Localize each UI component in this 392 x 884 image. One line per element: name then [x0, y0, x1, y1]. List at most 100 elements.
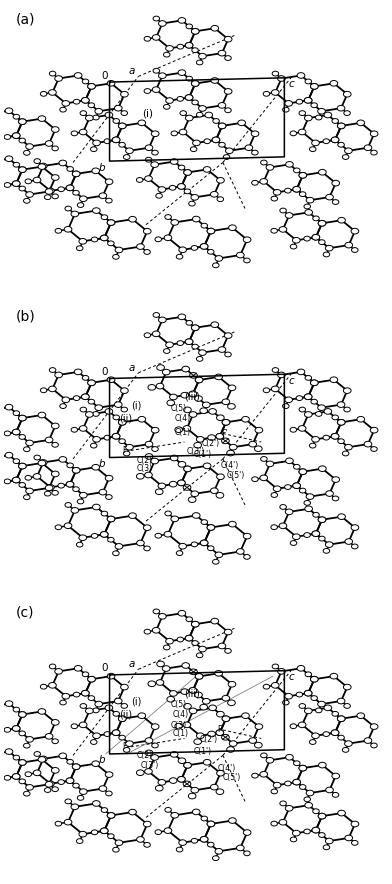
Circle shape	[191, 788, 199, 793]
Circle shape	[26, 144, 33, 149]
Circle shape	[325, 246, 333, 251]
Circle shape	[155, 237, 162, 241]
Circle shape	[152, 150, 158, 155]
Circle shape	[72, 764, 80, 770]
Circle shape	[51, 767, 59, 774]
Circle shape	[121, 388, 128, 393]
Circle shape	[13, 163, 20, 167]
Circle shape	[215, 849, 223, 854]
Circle shape	[323, 435, 330, 440]
Circle shape	[207, 228, 215, 234]
Circle shape	[201, 520, 208, 524]
Circle shape	[286, 754, 293, 760]
Circle shape	[5, 156, 13, 162]
Circle shape	[144, 629, 151, 634]
Circle shape	[344, 110, 350, 116]
Circle shape	[121, 408, 127, 412]
Circle shape	[169, 481, 177, 487]
Circle shape	[280, 801, 287, 806]
Circle shape	[73, 190, 79, 195]
Circle shape	[290, 244, 297, 249]
Text: a: a	[129, 659, 135, 669]
Circle shape	[272, 72, 279, 76]
Circle shape	[203, 463, 211, 469]
Circle shape	[244, 554, 250, 560]
Circle shape	[212, 856, 219, 861]
Circle shape	[67, 463, 73, 468]
Circle shape	[306, 494, 314, 499]
Circle shape	[225, 56, 231, 60]
Circle shape	[338, 716, 345, 721]
Circle shape	[216, 433, 224, 439]
Circle shape	[332, 118, 338, 124]
Circle shape	[45, 734, 53, 739]
Text: (b): (b)	[15, 309, 35, 324]
Circle shape	[88, 84, 95, 89]
Circle shape	[189, 688, 197, 693]
Circle shape	[145, 750, 153, 756]
Circle shape	[92, 761, 100, 766]
Circle shape	[119, 142, 125, 147]
Circle shape	[66, 778, 74, 783]
Circle shape	[88, 84, 95, 89]
Circle shape	[192, 809, 200, 815]
Circle shape	[323, 732, 330, 736]
Circle shape	[164, 235, 172, 240]
Circle shape	[183, 704, 191, 709]
Circle shape	[304, 690, 312, 696]
Circle shape	[115, 248, 123, 253]
Circle shape	[332, 415, 338, 420]
Circle shape	[332, 774, 339, 779]
Circle shape	[285, 693, 292, 699]
Circle shape	[189, 391, 197, 397]
Circle shape	[224, 629, 232, 635]
Circle shape	[305, 672, 312, 677]
Circle shape	[309, 443, 316, 448]
Circle shape	[216, 730, 224, 735]
Circle shape	[171, 455, 178, 461]
Circle shape	[88, 696, 94, 700]
Circle shape	[51, 423, 59, 429]
Circle shape	[310, 676, 318, 682]
Circle shape	[33, 474, 41, 479]
Circle shape	[229, 225, 236, 231]
Circle shape	[191, 80, 199, 87]
Circle shape	[186, 76, 192, 81]
Circle shape	[225, 108, 231, 112]
Circle shape	[166, 45, 173, 51]
Circle shape	[76, 246, 83, 251]
Circle shape	[195, 377, 203, 383]
Circle shape	[337, 105, 345, 111]
Circle shape	[34, 159, 40, 164]
Circle shape	[191, 194, 199, 200]
Circle shape	[65, 206, 71, 211]
Circle shape	[312, 234, 320, 240]
Circle shape	[290, 427, 297, 432]
Circle shape	[152, 34, 160, 41]
Text: a: a	[129, 362, 135, 373]
Circle shape	[331, 433, 339, 439]
Circle shape	[211, 784, 218, 790]
Circle shape	[318, 813, 326, 819]
Circle shape	[136, 836, 144, 842]
Circle shape	[185, 636, 193, 641]
Circle shape	[129, 809, 136, 815]
Circle shape	[113, 551, 119, 556]
Circle shape	[331, 433, 339, 439]
Circle shape	[292, 238, 300, 243]
Circle shape	[263, 388, 270, 392]
Circle shape	[345, 242, 352, 248]
Circle shape	[136, 474, 144, 479]
Circle shape	[49, 664, 56, 669]
Circle shape	[45, 141, 53, 146]
Circle shape	[331, 730, 339, 735]
Circle shape	[278, 668, 285, 674]
Circle shape	[65, 503, 71, 507]
Circle shape	[279, 523, 287, 529]
Circle shape	[191, 28, 199, 34]
Circle shape	[152, 87, 160, 93]
Circle shape	[77, 499, 84, 504]
Circle shape	[13, 430, 20, 435]
Circle shape	[101, 511, 108, 516]
Circle shape	[34, 751, 40, 757]
